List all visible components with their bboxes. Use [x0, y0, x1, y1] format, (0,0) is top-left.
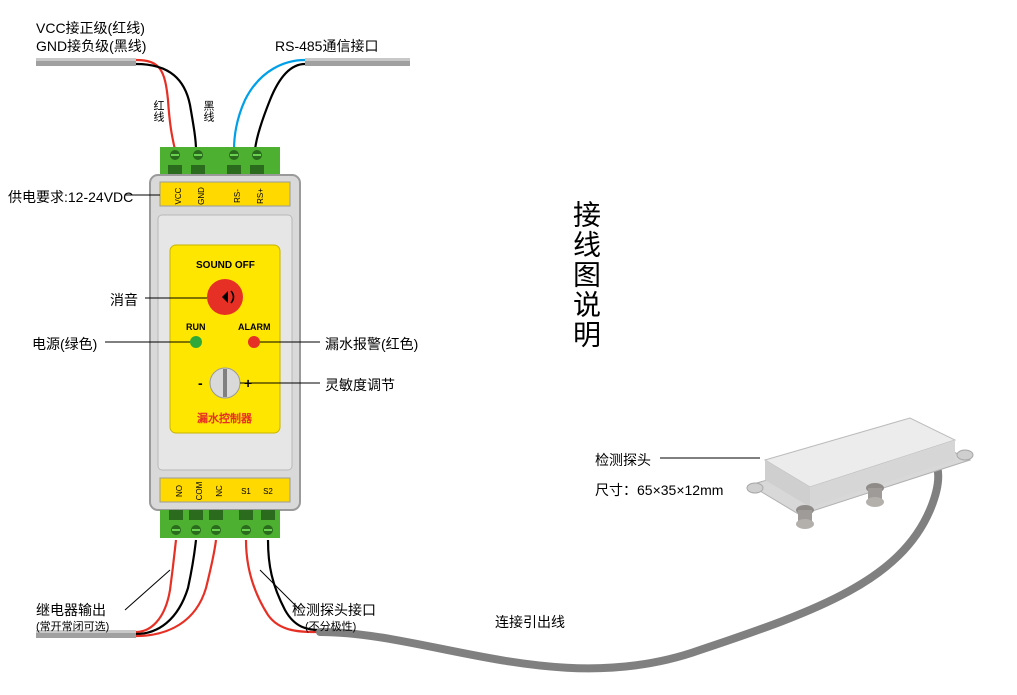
probe-port-sub: (不分极性)	[305, 618, 356, 634]
alarm-text: ALARM	[238, 322, 271, 332]
run-text: RUN	[186, 322, 206, 332]
relay-out-label: 继电器输出	[36, 600, 106, 620]
svg-text:S2: S2	[263, 487, 273, 496]
alarm-led	[248, 336, 260, 348]
probe-pin-1	[796, 505, 814, 529]
diagram-title: 接线图说明	[565, 200, 605, 350]
front-panel	[170, 245, 280, 433]
probe-port-label: 检测探头接口	[292, 600, 376, 620]
knob-plus: +	[244, 375, 252, 391]
black-wire-small-label: 黑线	[200, 100, 216, 122]
svg-text:RS+: RS+	[256, 188, 265, 204]
vcc-label-line2: GND接负级(黑线)	[36, 36, 146, 56]
probe-size-label: 尺寸：65×35×12mm	[595, 480, 723, 500]
relay-wire-no	[136, 540, 176, 632]
svg-text:RS-: RS-	[233, 189, 242, 203]
mute-label: 消音	[110, 290, 138, 310]
svg-text:VCC: VCC	[174, 187, 183, 204]
relay-wire-nc	[136, 540, 216, 636]
rs485-label: RS-485通信接口	[275, 36, 378, 56]
relay-out-sub: (常开常闭可选)	[36, 618, 109, 634]
lead-wire-label: 连接引出线	[495, 612, 565, 632]
svg-text:S1: S1	[241, 487, 251, 496]
svg-text:COM: COM	[195, 481, 204, 500]
bottom-terminal-block	[160, 510, 280, 538]
rs485-blue-wire	[234, 60, 305, 150]
knob-minus: -	[198, 375, 203, 391]
device-name: 漏水控制器	[197, 410, 252, 426]
top-terminal-block	[160, 147, 280, 175]
svg-text:NO: NO	[175, 485, 184, 497]
svg-text:GND: GND	[197, 187, 206, 205]
vcc-label-line1: VCC接正级(红线)	[36, 18, 145, 38]
leak-red-label: 漏水报警(红色)	[325, 334, 418, 354]
probe-pin-2	[866, 483, 884, 507]
red-wire-small-label: 红线	[150, 100, 166, 122]
sensitivity-label: 灵敏度调节	[325, 375, 395, 395]
probe-label: 检测探头	[595, 450, 651, 470]
power-req-label: 供电要求:12-24VDC	[8, 187, 133, 207]
power-green-label: 电源(绿色)	[32, 334, 97, 354]
svg-text:NC: NC	[215, 485, 224, 497]
sound-off-text: SOUND OFF	[196, 260, 255, 271]
run-led	[190, 336, 202, 348]
gnd-black-wire	[136, 64, 196, 150]
